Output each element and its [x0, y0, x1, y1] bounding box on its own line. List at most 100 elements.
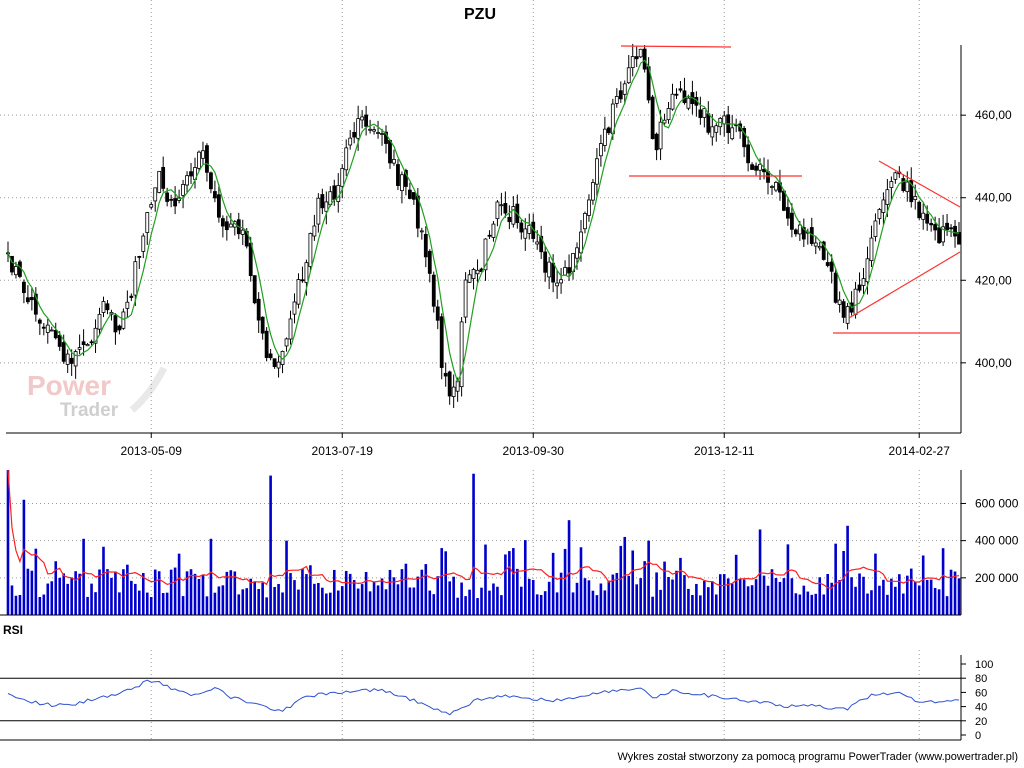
volume-bar — [86, 596, 89, 615]
candle-body — [618, 90, 623, 100]
candle-body — [352, 131, 357, 138]
volume-bar — [949, 569, 953, 615]
volume-bar — [145, 592, 149, 615]
candle-body — [165, 192, 170, 202]
candle-body — [774, 181, 778, 191]
candle-body — [957, 232, 961, 245]
candle-body — [435, 306, 440, 321]
candle-body — [141, 235, 146, 252]
volume-bar — [575, 582, 579, 615]
candle-body — [606, 127, 611, 134]
candle-body — [89, 341, 94, 344]
candle-body — [786, 207, 790, 219]
candle-body — [837, 299, 842, 305]
candle-body — [714, 125, 719, 133]
volume-bar — [368, 591, 372, 615]
candle-body — [320, 194, 325, 209]
candle-body — [392, 159, 396, 164]
candle-body — [901, 178, 906, 191]
candle-body — [105, 303, 110, 311]
rsi-y-tick-label: 20 — [975, 716, 987, 728]
candle-body — [431, 274, 436, 307]
candle-body — [853, 288, 858, 315]
candle-body — [913, 196, 918, 201]
volume-bar — [508, 551, 511, 615]
candle-body — [404, 170, 408, 187]
volume-bar — [699, 595, 702, 615]
candle-body — [905, 181, 910, 193]
candle-body — [419, 230, 424, 233]
candle-body — [539, 235, 544, 253]
candle-body — [634, 56, 639, 60]
volume-bar — [372, 582, 376, 615]
candle-body — [686, 97, 691, 109]
volume-bar — [890, 578, 893, 615]
volume-bar — [750, 585, 754, 615]
volume-bar — [62, 573, 65, 615]
candle-body — [145, 212, 150, 233]
rsi-panel-label: RSI — [3, 623, 23, 637]
volume-bar — [683, 575, 686, 615]
candle-body — [754, 165, 758, 171]
volume-bar — [798, 594, 802, 615]
volume-bar — [651, 596, 654, 615]
candle-body — [93, 327, 98, 344]
candle-body — [348, 137, 353, 146]
candle-body — [678, 88, 683, 91]
price-y-tick-label: 460,00 — [975, 108, 1012, 122]
volume-bar — [810, 594, 814, 615]
candle-body — [336, 185, 341, 202]
volume-bar — [615, 572, 619, 615]
candle-body — [710, 126, 715, 138]
price-candles — [6, 43, 961, 409]
candle-body — [388, 139, 392, 164]
volume-bar — [436, 576, 440, 615]
candle-body — [917, 201, 922, 219]
candle-body — [292, 301, 297, 315]
candle-body — [563, 267, 567, 276]
candle-body — [65, 353, 70, 365]
candle-body — [949, 227, 953, 230]
candle-body — [439, 316, 444, 368]
candle-body — [260, 316, 265, 334]
volume-bar — [917, 585, 921, 615]
volume-bar — [209, 538, 213, 615]
volume-bar — [392, 577, 396, 615]
volume-bar — [464, 596, 467, 615]
volume-bar — [953, 571, 957, 615]
volume-bar — [563, 548, 567, 615]
candle-body — [356, 118, 361, 139]
candle-body — [288, 318, 293, 340]
volume-bar — [321, 587, 324, 615]
volume-bar — [599, 583, 603, 615]
volume-bar — [535, 594, 539, 615]
candle-body — [511, 206, 516, 225]
volume-bar — [547, 581, 551, 615]
candle-body — [567, 267, 571, 274]
candle-body — [133, 261, 138, 296]
volume-bar — [173, 567, 177, 615]
volume-bar — [663, 561, 666, 615]
volume-bar — [329, 592, 332, 615]
volume-bar — [774, 578, 778, 615]
volume-bar — [476, 598, 479, 615]
candle-body — [332, 185, 337, 200]
volume-bar — [790, 578, 794, 615]
volume-bar — [591, 590, 595, 615]
volume-bar — [679, 557, 682, 615]
volume-bar — [325, 593, 328, 615]
candle-body — [173, 198, 178, 207]
rsi-polyline — [7, 679, 960, 716]
volume-bar — [205, 596, 209, 615]
candle-body — [240, 229, 245, 235]
volume-bar — [814, 593, 818, 615]
candle-body — [340, 168, 345, 187]
candle-body — [555, 282, 560, 287]
volume-bar — [643, 561, 646, 615]
volume-bar — [130, 580, 133, 615]
candle-body — [276, 361, 281, 369]
candle-body — [185, 175, 189, 186]
price-y-tick-label: 440,00 — [975, 191, 1012, 205]
candle-body — [845, 306, 850, 324]
volume-bar — [806, 591, 810, 615]
